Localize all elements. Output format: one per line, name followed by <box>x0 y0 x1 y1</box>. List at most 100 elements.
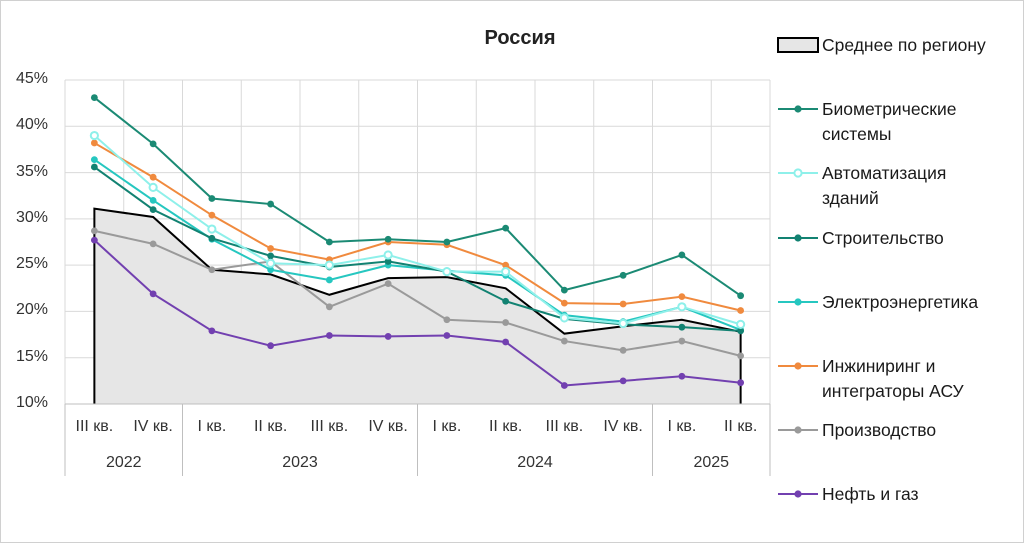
x-year-label: 2025 <box>693 454 730 471</box>
data-point <box>619 377 627 385</box>
x-year-label: 2022 <box>105 454 142 471</box>
legend-label: Электроэнергетика <box>822 292 979 312</box>
legend-item: Строительство <box>776 226 944 251</box>
data-point <box>737 352 745 360</box>
data-point <box>619 271 627 279</box>
x-tick-label: I кв. <box>432 418 462 435</box>
data-point <box>560 337 568 345</box>
legend-item: Среднее по региону <box>776 33 986 58</box>
x-tick-label: II кв. <box>488 418 523 435</box>
data-point <box>267 266 275 274</box>
data-point <box>560 382 568 389</box>
data-point <box>325 276 333 284</box>
legend-label: Биометрические системы <box>822 99 957 144</box>
data-point <box>443 316 451 324</box>
legend-item: Инжиниринг и интеграторы АСУ <box>776 354 964 404</box>
data-point <box>502 338 510 346</box>
x-tick-label: IV кв. <box>133 418 173 435</box>
data-point <box>384 235 392 243</box>
chart-title: Россия <box>484 27 556 49</box>
data-point <box>207 224 217 234</box>
x-tick-label: IV кв. <box>368 418 408 435</box>
data-point <box>737 327 745 335</box>
series-line <box>93 134 741 326</box>
data-point <box>678 372 686 380</box>
chart-legend: Среднее по региону Биометрические системы… <box>776 0 1024 543</box>
data-point <box>90 94 98 101</box>
data-point <box>737 379 745 387</box>
legend-label: Инжиниринг и интеграторы АСУ <box>822 356 964 401</box>
x-tick-label: III кв. <box>545 418 584 435</box>
data-point <box>619 346 627 354</box>
data-point <box>678 251 686 259</box>
legend-label: Автоматизация зданий <box>822 163 947 208</box>
data-point <box>208 211 216 219</box>
y-tick-label: 40% <box>15 116 48 134</box>
data-point <box>325 303 333 311</box>
data-point <box>443 238 451 246</box>
legend-item: Нефть и газ <box>776 482 919 507</box>
data-point <box>149 140 157 148</box>
y-tick-label: 10% <box>15 394 48 411</box>
data-point <box>267 245 275 252</box>
data-point <box>737 292 745 300</box>
data-point <box>267 252 275 260</box>
data-point <box>208 195 216 202</box>
data-point <box>443 332 451 339</box>
data-point <box>148 182 158 192</box>
area-average-region <box>94 208 741 404</box>
data-point <box>502 261 510 269</box>
series-line <box>93 96 742 297</box>
data-point <box>149 206 157 214</box>
data-point <box>384 280 392 288</box>
x-tick-label: II кв. <box>723 418 758 435</box>
x-tick-label: III кв. <box>75 418 114 435</box>
data-point <box>149 240 157 248</box>
legend-label: Строительство <box>822 228 944 248</box>
data-point <box>559 313 569 323</box>
data-point <box>325 238 333 246</box>
x-tick-label: III кв. <box>310 418 349 435</box>
y-tick-label: 25% <box>15 255 48 273</box>
data-point <box>618 318 628 329</box>
y-tick-label: 20% <box>15 301 48 319</box>
legend-line-swatch <box>778 105 818 113</box>
y-tick-label: 15% <box>15 347 48 365</box>
legend-line-swatch <box>778 490 818 498</box>
x-year-label: 2024 <box>517 454 553 471</box>
series-line <box>93 166 741 332</box>
data-point <box>90 236 98 244</box>
data-point <box>208 234 216 242</box>
data-point <box>383 250 393 260</box>
legend-item: Электроэнергетика <box>776 290 978 315</box>
data-point <box>89 130 99 141</box>
data-point <box>502 224 510 232</box>
data-point <box>442 267 452 277</box>
data-point <box>149 290 157 298</box>
data-point <box>736 319 746 329</box>
data-point <box>267 200 275 208</box>
data-point <box>501 267 511 277</box>
data-point <box>149 196 157 204</box>
y-tick-label: 35% <box>15 162 48 180</box>
data-point <box>678 323 686 331</box>
data-point <box>90 227 98 235</box>
legend-line-swatch <box>778 426 818 434</box>
x-tick-label: II кв. <box>253 418 288 435</box>
data-point <box>502 297 510 305</box>
data-point <box>90 163 98 171</box>
series-line <box>93 142 741 312</box>
data-point <box>677 302 687 312</box>
legend-line-swatch <box>778 298 818 306</box>
legend-label: Производство <box>822 420 937 440</box>
x-year-label: 2023 <box>282 454 318 471</box>
data-point <box>678 337 686 345</box>
legend-item: Производство <box>776 418 936 443</box>
y-tick-label: 45% <box>15 70 48 87</box>
y-tick-label: 30% <box>15 208 48 226</box>
data-point <box>502 319 510 326</box>
data-point <box>384 333 392 340</box>
x-tick-label: I кв. <box>667 418 697 435</box>
x-tick-label: IV кв. <box>603 418 643 435</box>
